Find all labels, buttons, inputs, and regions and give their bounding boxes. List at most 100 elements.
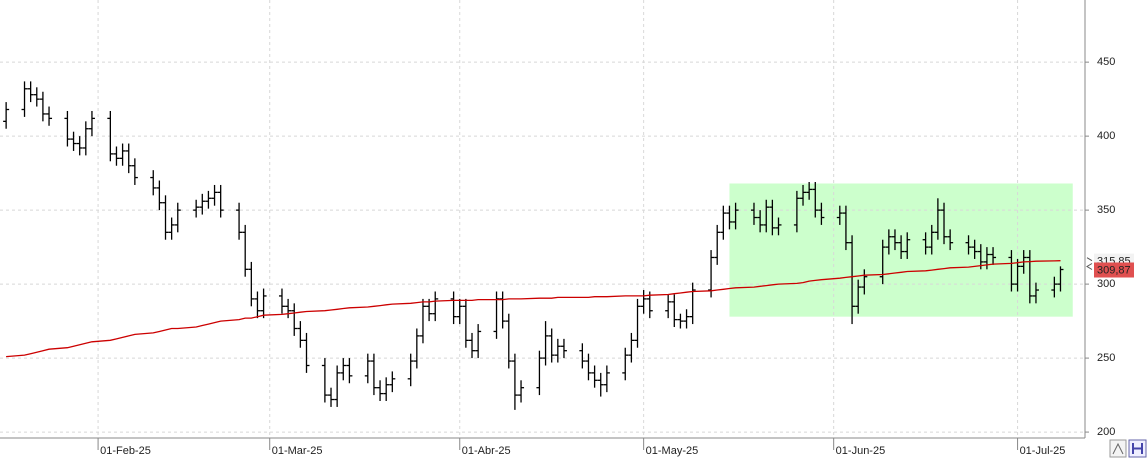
ohlc-bar [383,377,390,402]
ohlc-bar [211,184,218,206]
ohlc-bar [677,313,684,329]
plot-area [0,0,1085,438]
zoom-icon [1112,442,1124,455]
ohlc-bar [934,198,941,240]
settings-icon [1132,443,1143,454]
ohlc-bar [413,328,420,369]
ohlc-bar [248,261,255,307]
y-tick-label: 450 [1097,56,1115,68]
ohlc-bar [861,269,868,295]
y-tick-label: 350 [1097,204,1115,216]
moving-average [6,260,1061,358]
ohlc-bar [812,182,819,218]
ohlc-bar [928,224,935,255]
ohlc-bar [904,232,911,259]
ohlc-bar [64,110,71,147]
ohlc-bar [260,288,267,319]
ohlc-bar [254,291,261,319]
ohlc-bar [622,347,629,381]
ohlc-bar [364,353,371,384]
ohlc-bar [499,291,506,329]
ohlc-bar [579,343,586,369]
ohlc-bar [131,158,138,185]
ohlc-bar [941,202,948,245]
ohlc-bar [965,235,972,255]
last-price-box [1094,262,1134,278]
ohlc-bar [947,229,954,251]
ohlc-bar [174,202,181,233]
zoom-button[interactable] [1109,439,1127,458]
ohlc-bar [548,328,555,363]
x-tick-label: 01-Feb-25 [100,445,151,457]
ohlc-bar [554,338,561,363]
ohlc-bar [879,239,886,285]
ohlc-bar [88,110,95,137]
ohlc-bar [891,229,898,251]
x-tick-label: 01-Mar-25 [272,445,323,457]
ohlc-bar [1014,258,1021,292]
ohlc-bar [70,131,77,151]
ohlc-bar [217,184,224,218]
ohlc-bar [689,282,696,325]
ohlc-bar [542,321,549,366]
ohlc-bar [76,136,83,156]
ohlc-bar [757,210,764,233]
ohlc-bar [591,365,598,388]
ohlc-bar [297,321,304,348]
ohlc-bar [193,199,200,218]
ohlc-bar [603,365,610,393]
ohlc-bar [800,184,807,206]
x-tick-label: 01-Abr-25 [462,445,511,457]
ohlc-bar [898,235,905,259]
ohlc-bar [750,202,757,225]
ohlc-bar [971,239,978,259]
ohlc-bar [806,182,813,200]
ohlc-bar [328,387,335,407]
ohlc-bar [242,224,249,277]
y-tick-label: 400 [1097,130,1115,142]
ohlc-bar [1051,276,1058,298]
ohlc-bar [321,358,328,403]
ohlc-bar [156,180,163,211]
ohlc-bar [82,121,89,156]
ohlc-bar [775,217,782,236]
y-tick-label: 300 [1097,278,1115,290]
ohlc-bar [278,288,285,314]
ohlc-bar [205,190,212,209]
ohlc-bar [456,298,463,325]
ohlc-bar [1026,250,1033,304]
ohlc-bar [732,202,739,230]
ohlc-bar [671,294,678,328]
ohlc-bar [107,110,114,162]
ohlc-bar [27,81,34,103]
ohlc-bar [683,309,690,329]
ohlc-bar [475,324,482,359]
ohlc-bar [462,298,469,348]
ohlc-bar [469,332,476,359]
ohlc-bar [46,106,53,126]
ohlc-bar [763,199,770,233]
ohlc-bar [628,332,635,363]
ohlc-bar [646,291,653,319]
ohlc-bar [419,298,426,344]
ohlc-bar [125,143,132,174]
ohlc-bar [505,313,512,369]
ohlc-bar [291,303,298,336]
x-tick-label: 01-Jun-25 [836,445,886,457]
ohlc-bar [407,353,414,387]
ohlc-bar [726,205,733,230]
ohlc-bar [585,353,592,381]
ohlc-bar [303,332,310,373]
y-tick-label: 250 [1097,352,1115,364]
ohlc-bar [389,371,396,393]
ohlc-bar [518,380,525,403]
ohlc-bar [432,291,439,322]
ohlc-bar [849,235,856,325]
ohlc-bar [511,353,518,410]
ohlc-bar [983,247,990,270]
last-price-label: 309,87 [1097,264,1131,276]
ohlc-bar [119,143,126,166]
ohlc-bar [922,232,929,255]
ohlc-bar [370,353,377,396]
